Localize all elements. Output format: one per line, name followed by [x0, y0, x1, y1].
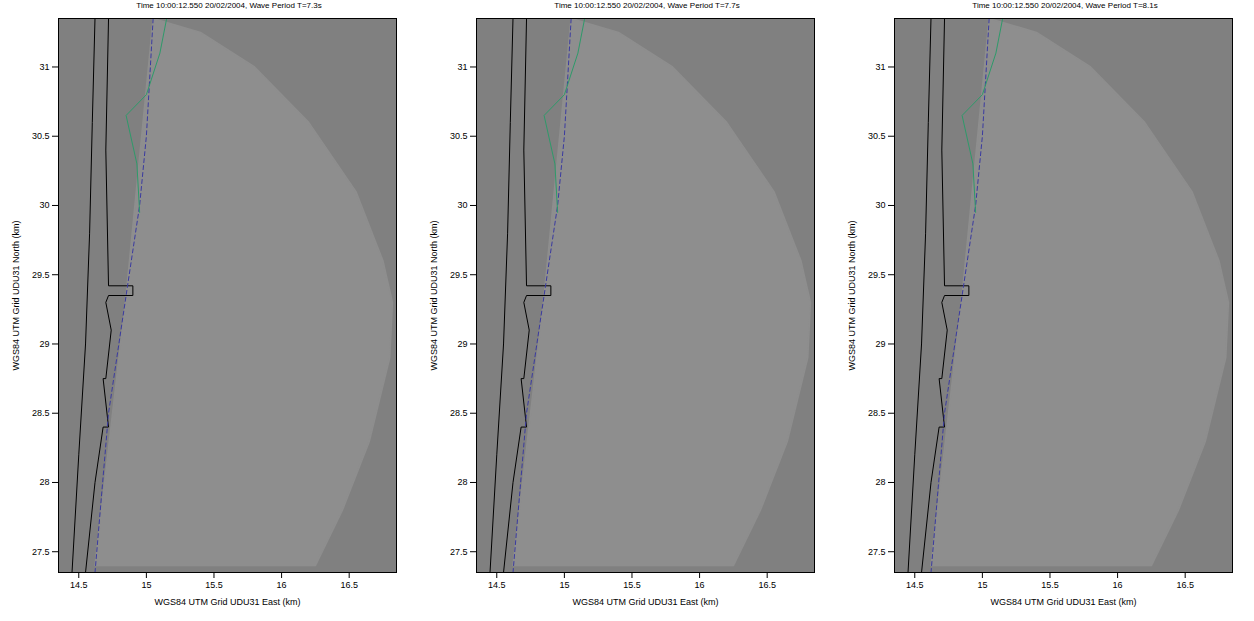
- svg-text:30.5: 30.5: [32, 131, 50, 141]
- svg-text:28.5: 28.5: [450, 408, 468, 418]
- svg-text:31: 31: [875, 62, 885, 72]
- svg-text:29: 29: [39, 339, 49, 349]
- svg-text:WGS84 UTM Grid UDU31 North (km: WGS84 UTM Grid UDU31 North (km): [847, 220, 857, 370]
- svg-text:28: 28: [875, 477, 885, 487]
- svg-text:15.5: 15.5: [623, 580, 641, 590]
- svg-text:15: 15: [141, 580, 151, 590]
- svg-text:WGS84 UTM Grid UDU31 East (km): WGS84 UTM Grid UDU31 East (km): [572, 597, 718, 607]
- svg-text:30.5: 30.5: [450, 131, 468, 141]
- svg-text:31: 31: [39, 62, 49, 72]
- svg-text:16: 16: [695, 580, 705, 590]
- svg-text:27.5: 27.5: [32, 547, 50, 557]
- svg-text:14.5: 14.5: [70, 580, 88, 590]
- svg-text:WGS84 UTM Grid UDU31 East (km): WGS84 UTM Grid UDU31 East (km): [154, 597, 300, 607]
- html-text:Time 10:00:12.550 20/02/2004,: Time 10:00:12.550 20/02/2004, Wave Perio…: [136, 1, 322, 10]
- html-text:Time 10:00:12.550 20/02/2004,: Time 10:00:12.550 20/02/2004, Wave Perio…: [554, 1, 740, 10]
- svg-text:29.5: 29.5: [32, 270, 50, 280]
- svg-text:WGS84 UTM Grid UDU31 North (km: WGS84 UTM Grid UDU31 North (km): [429, 220, 439, 370]
- svg-text:16.5: 16.5: [340, 580, 358, 590]
- svg-text:30: 30: [875, 200, 885, 210]
- svg-text:14.5: 14.5: [488, 580, 506, 590]
- svg-text:30: 30: [457, 200, 467, 210]
- svg-text:29: 29: [875, 339, 885, 349]
- svg-text:15.5: 15.5: [205, 580, 223, 590]
- svg-text:28.5: 28.5: [868, 408, 886, 418]
- svg-text:WGS84 UTM Grid UDU31 North (km: WGS84 UTM Grid UDU31 North (km): [11, 220, 21, 370]
- svg-text:15: 15: [559, 580, 569, 590]
- svg-text:30.5: 30.5: [868, 131, 886, 141]
- svg-text:15.5: 15.5: [1041, 580, 1059, 590]
- svg-text:WGS84 UTM Grid UDU31 East (km): WGS84 UTM Grid UDU31 East (km): [990, 597, 1136, 607]
- svg-text:28: 28: [39, 477, 49, 487]
- svg-text:14.5: 14.5: [906, 580, 924, 590]
- svg-text:28.5: 28.5: [32, 408, 50, 418]
- svg-text:16.5: 16.5: [1176, 580, 1194, 590]
- svg-text:16: 16: [277, 580, 287, 590]
- svg-text:28: 28: [457, 477, 467, 487]
- svg-text:31: 31: [457, 62, 467, 72]
- svg-text:27.5: 27.5: [450, 547, 468, 557]
- svg-text:27.5: 27.5: [868, 547, 886, 557]
- svg-text:29: 29: [457, 339, 467, 349]
- svg-text:29.5: 29.5: [450, 270, 468, 280]
- svg-text:16.5: 16.5: [758, 580, 776, 590]
- svg-text:30: 30: [39, 200, 49, 210]
- svg-text:15: 15: [977, 580, 987, 590]
- html-text:Time 10:00:12.550 20/02/2004,: Time 10:00:12.550 20/02/2004, Wave Perio…: [972, 1, 1158, 10]
- svg-text:16: 16: [1113, 580, 1123, 590]
- svg-text:29.5: 29.5: [868, 270, 886, 280]
